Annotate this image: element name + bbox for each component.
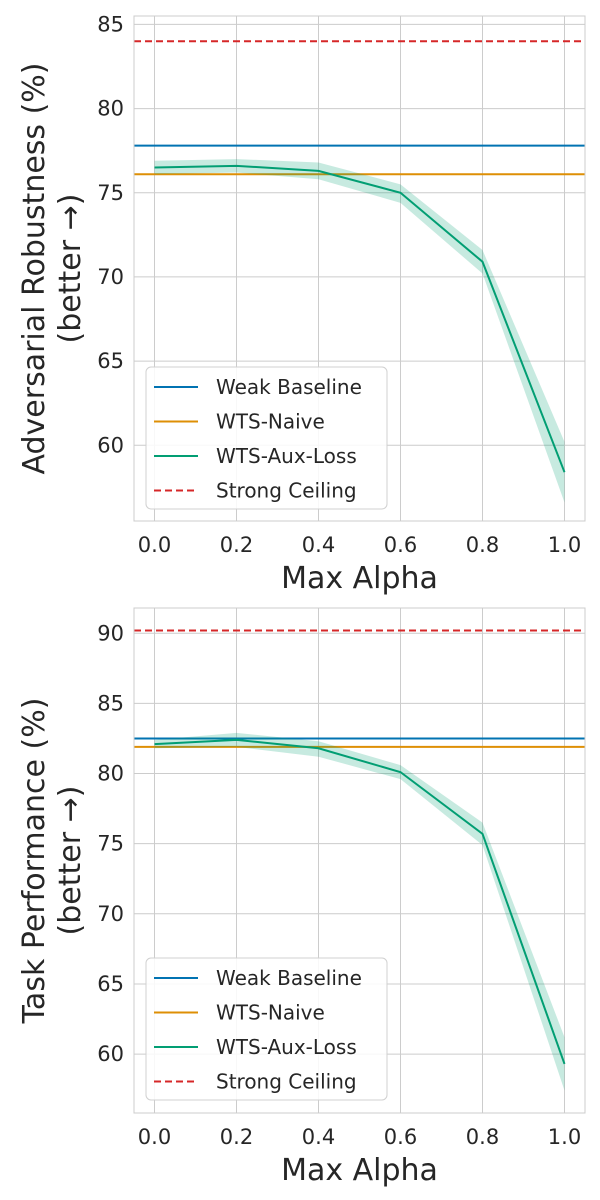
- legend: Weak Baseline WTS-Naive WTS-Aux-Loss Strong…: [145, 957, 388, 1101]
- x-tick-label: 0.6: [384, 1125, 417, 1149]
- y-axis-label-note: (better →): [53, 786, 88, 936]
- legend-label: WTS-Naive: [216, 410, 325, 434]
- legend-label: WTS-Aux-Loss: [216, 1035, 357, 1059]
- y-tick-label: 60: [97, 1042, 124, 1066]
- y-tick-label: 85: [97, 691, 124, 715]
- y-tick-label: 80: [97, 97, 124, 121]
- x-axis-label: Max Alpha: [281, 561, 438, 596]
- x-tick-label: 0.0: [138, 1125, 171, 1149]
- x-axis-label: Max Alpha: [281, 1153, 438, 1188]
- gridlines: [134, 16, 585, 521]
- y-tick-label: 65: [97, 972, 124, 996]
- legend-box: [145, 957, 388, 1101]
- y-tick-label: 70: [97, 902, 124, 926]
- series-line-wts-aux-loss: [154, 164, 566, 473]
- series-group: [134, 40, 585, 503]
- y-axis-label-note: (better →): [53, 194, 88, 344]
- legend-label: Strong Ceiling: [216, 1070, 357, 1094]
- x-tick-label: 0.4: [302, 533, 335, 557]
- x-tick-label: 1.0: [548, 1125, 581, 1149]
- y-tick-label: 65: [97, 349, 124, 373]
- y-tick-label: 75: [97, 181, 124, 205]
- x-tick-label: 0.0: [138, 533, 171, 557]
- x-tick-label: 0.8: [466, 1125, 499, 1149]
- x-tick-label: 0.6: [384, 533, 417, 557]
- series-line-wts-aux-loss: [154, 738, 566, 1065]
- x-tick-label: 0.2: [220, 1125, 253, 1149]
- y-tick-label: 80: [97, 762, 124, 786]
- y-tick-label: 90: [97, 621, 124, 645]
- chart-panel-1: 0.0 0.2 0.4 0.6 0.8 1.0 60 65 70 75 80 85 Max Alpha A…: [17, 12, 586, 596]
- axes-frame: [133, 15, 586, 522]
- legend-label: WTS-Naive: [216, 1001, 325, 1025]
- legend-box: [145, 366, 388, 510]
- legend: Weak Baseline WTS-Naive WTS-Aux-Loss Strong…: [145, 366, 388, 510]
- x-tick-label: 0.8: [466, 533, 499, 557]
- y-tick-label: 70: [97, 265, 124, 289]
- confidence-band: [154, 732, 565, 1091]
- y-axis-label: Adversarial Robustness (%): [17, 62, 52, 474]
- y-tick-label: 85: [97, 12, 124, 36]
- x-tick-label: 1.0: [548, 533, 581, 557]
- x-tick-label: 0.2: [220, 533, 253, 557]
- y-tick-label: 75: [97, 832, 124, 856]
- chart-panel-2: 0.0 0.2 0.4 0.6 0.8 1.0 60 65 70 75 80 85 90 Max Alph…: [17, 607, 586, 1188]
- x-tick-label: 0.4: [302, 1125, 335, 1149]
- legend-label: Weak Baseline: [216, 375, 362, 399]
- legend-label: Weak Baseline: [216, 966, 362, 990]
- legend-label: WTS-Aux-Loss: [216, 444, 357, 468]
- axes-frame: [133, 607, 586, 1114]
- y-axis-label: Task Performance (%): [17, 698, 52, 1025]
- series-group: [134, 629, 585, 1091]
- y-tick-label: 60: [97, 433, 124, 457]
- legend-label: Strong Ceiling: [216, 479, 357, 503]
